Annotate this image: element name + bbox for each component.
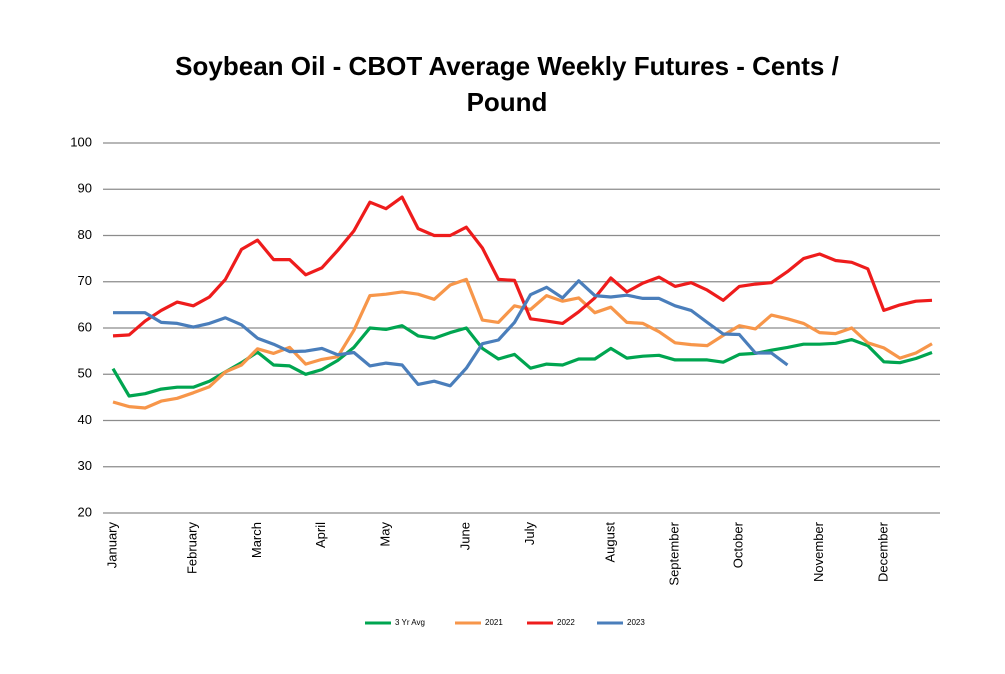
x-tick-label: November	[811, 521, 826, 582]
x-tick-label: June	[458, 522, 473, 550]
legend-label: 2023	[627, 618, 645, 627]
x-tick-label: October	[731, 521, 746, 568]
y-tick-label: 80	[78, 227, 92, 242]
x-tick-label: July	[522, 522, 537, 546]
x-tick-label: April	[313, 522, 328, 548]
y-tick-label: 30	[78, 458, 92, 473]
x-tick-label: February	[185, 522, 200, 575]
y-tick-label: 40	[78, 412, 92, 427]
y-tick-label: 100	[70, 134, 92, 149]
y-tick-label: 90	[78, 181, 92, 196]
y-tick-label: 60	[78, 319, 92, 334]
series-line	[112, 195, 933, 338]
x-tick-label: January	[104, 522, 119, 569]
x-tick-label: August	[602, 522, 617, 563]
x-tick-label: March	[249, 522, 264, 558]
legend-label: 2022	[557, 618, 575, 627]
x-tick-label: December	[875, 521, 890, 582]
y-tick-label: 20	[78, 504, 92, 519]
y-tick-label: 50	[78, 366, 92, 381]
x-tick-label: May	[377, 522, 392, 547]
series-line	[111, 324, 933, 398]
legend-label: 2021	[485, 618, 503, 627]
x-tick-label: September	[666, 521, 681, 585]
series-line	[113, 279, 789, 388]
legend-label: 3 Yr Avg	[395, 618, 425, 627]
chart-title: Soybean Oil - CBOT Average Weekly Future…	[175, 51, 839, 117]
y-tick-label: 70	[78, 273, 92, 288]
